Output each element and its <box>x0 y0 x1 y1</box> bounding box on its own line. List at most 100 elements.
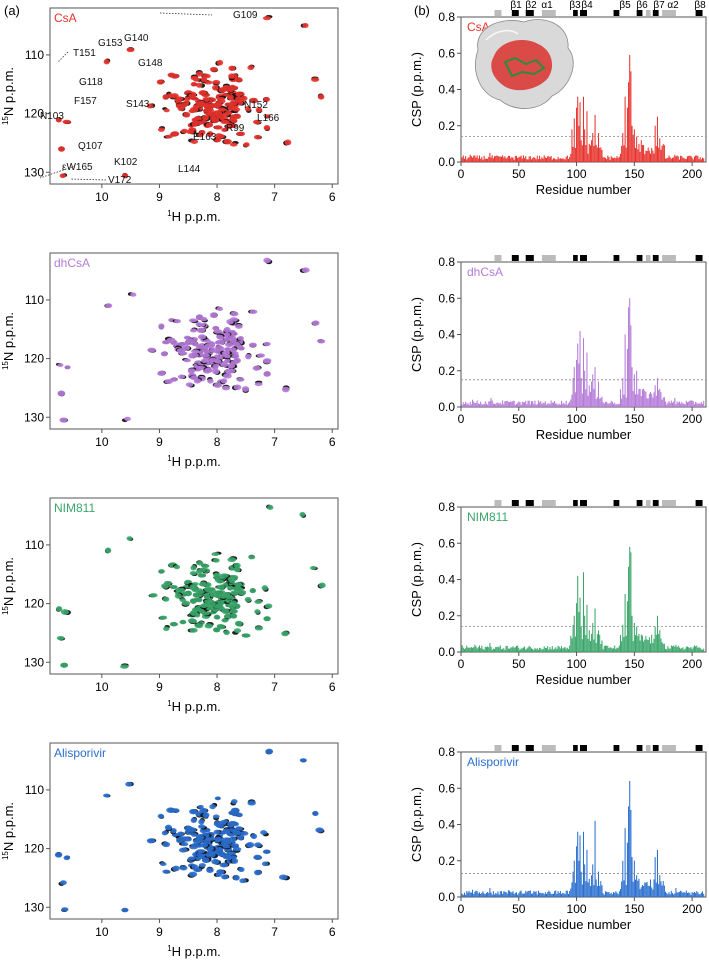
hsqc-complex-peak <box>56 606 63 612</box>
hsqc-complex-peak <box>237 589 247 596</box>
hsqc-complex-peak <box>302 23 309 28</box>
csp-bar <box>556 893 558 897</box>
hsqc-complex-peak <box>54 852 63 858</box>
csp-bar <box>639 640 641 652</box>
csp-bar <box>472 157 474 162</box>
csp-bar <box>567 893 569 897</box>
csp-bar <box>662 144 664 162</box>
csp-bar <box>574 392 576 407</box>
protein-structure-inset <box>475 19 574 109</box>
hsqc-residue-label: T151 <box>73 48 96 59</box>
csp-bar <box>529 890 531 897</box>
csp-bar <box>651 148 653 162</box>
hsqc-complex-peak <box>220 573 229 578</box>
csp-bar <box>594 608 596 652</box>
csp-bar <box>587 638 589 652</box>
hsqc-complex-peak <box>157 813 165 819</box>
hsqc-complex-peak <box>233 874 240 881</box>
csp-bar <box>485 647 487 652</box>
secondary-structure-black <box>511 745 519 751</box>
csp-bar <box>563 647 565 652</box>
csp-bar <box>578 125 580 162</box>
csp-bar <box>652 150 654 162</box>
csp-bar <box>611 648 613 652</box>
csp-bar <box>497 646 499 652</box>
csp-y-tick-label: 0.0 <box>438 400 455 414</box>
csp-bar <box>545 893 548 897</box>
hsqc-complex-peak <box>212 558 220 563</box>
csp-bar <box>561 893 563 897</box>
csp-bar <box>567 403 569 407</box>
secondary-structure-label: β4 <box>581 0 593 11</box>
csp-bar <box>652 889 654 897</box>
csp-bar <box>537 890 539 897</box>
csp-bar <box>655 395 657 407</box>
csp-bar <box>545 648 548 652</box>
hsqc-x-tick-label: 7 <box>271 680 278 694</box>
secondary-structure-grey <box>541 745 556 751</box>
csp-bar <box>510 401 512 407</box>
csp-x-tick-label: 200 <box>682 167 702 181</box>
csp-bar <box>643 885 645 897</box>
csp-bar <box>666 649 668 652</box>
csp-bar <box>552 649 554 652</box>
hsqc-complex-peak <box>263 341 271 347</box>
csp-bar <box>674 646 676 652</box>
csp-bar <box>573 615 575 652</box>
hsqc-complex-peak <box>221 385 230 391</box>
hsqc-complex-peak <box>262 849 271 854</box>
csp-bar <box>604 891 606 897</box>
csp-bar <box>660 638 662 652</box>
csp-bar <box>541 157 543 162</box>
hsqc-complex-peak <box>284 139 292 146</box>
csp-bar <box>517 403 519 407</box>
hsqc-complex-peak <box>216 59 224 66</box>
csp-bar <box>577 831 579 897</box>
csp-bar <box>525 400 527 407</box>
csp-bar <box>547 892 549 897</box>
csp-bar <box>491 649 493 652</box>
csp-x-tick-label: 150 <box>624 902 644 916</box>
hsqc-frame <box>49 742 339 920</box>
hsqc-complex-peak <box>60 609 69 615</box>
csp-bar <box>668 400 670 407</box>
csp-bar <box>550 156 552 162</box>
hsqc-complex-peak <box>161 340 171 345</box>
hsqc-x-tick-label: 6 <box>329 925 336 939</box>
hsqc-y-axis-label: 15N p.p.m. <box>1 312 16 370</box>
csp-panel: 0 50 100 150 200 0.0 0.2 0.4 0.6 0.8 Residue numbe… <box>409 500 707 687</box>
hsqc-x-axis-label: 1H p.p.m. <box>167 699 221 714</box>
secondary-structure-black <box>525 500 534 506</box>
csp-bar <box>537 159 539 162</box>
csp-bar <box>675 644 677 652</box>
csp-bar <box>631 857 633 897</box>
csp-bar <box>653 638 655 652</box>
csp-bar <box>487 646 489 652</box>
csp-bar <box>690 894 692 897</box>
csp-bar <box>593 639 595 652</box>
csp-bar <box>566 155 568 162</box>
hsqc-panel: 10 9 8 7 6 110 120 130 1H p.p.m. 15N p.p.m. Alispo… <box>1 742 339 959</box>
csp-bar <box>510 158 512 162</box>
csp-bar <box>566 890 568 897</box>
csp-bar <box>626 107 628 162</box>
csp-bar <box>489 642 491 652</box>
csp-bar <box>473 893 475 897</box>
csp-bar <box>554 158 556 162</box>
secondary-structure-black <box>636 745 643 751</box>
hsqc-complex-peak <box>209 66 218 72</box>
csp-bar <box>559 648 561 652</box>
csp-bar <box>629 55 631 162</box>
hsqc-complex-peak <box>254 626 264 631</box>
hsqc-complex-peak <box>249 97 258 104</box>
csp-bar <box>491 155 493 162</box>
csp-bar <box>690 400 692 407</box>
hsqc-x-tick-label: 8 <box>214 680 221 694</box>
hsqc-complex-peak <box>169 585 178 590</box>
hsqc-x-tick-label: 8 <box>214 435 221 449</box>
csp-bar <box>669 648 671 652</box>
csp-bar <box>567 649 569 652</box>
hsqc-complex-peak <box>157 127 165 132</box>
csp-bar <box>462 894 464 897</box>
csp-bar <box>503 157 505 162</box>
